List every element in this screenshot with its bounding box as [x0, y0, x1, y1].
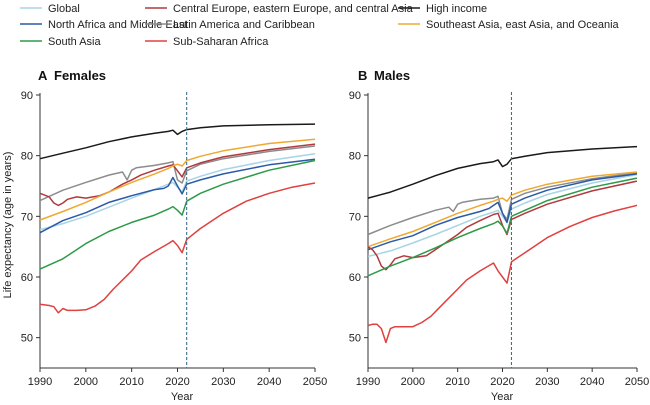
y-tick-label: 70	[21, 211, 33, 223]
x-tick-label: 2040	[257, 376, 281, 388]
x-tick-label: 2040	[580, 376, 604, 388]
x-tick-label: 2010	[119, 376, 143, 388]
x-tick-label: 2020	[490, 376, 514, 388]
panel-males: B Males 50 60 70 80 90 1990 2000 2010 2020 2030 2040…	[349, 68, 649, 388]
series-line-north-africa-and-middle-east	[39, 158, 316, 234]
series-line-south-asia	[39, 159, 316, 270]
panel-letter: A	[38, 68, 48, 83]
y-tick-label: 80	[349, 151, 361, 163]
legend-label: South Asia	[48, 36, 101, 48]
legend-item-south-asia: South Asia	[20, 36, 101, 48]
x-tick-label: 1990	[28, 376, 52, 388]
legend: Global Central Europe, eastern Europe, an…	[20, 3, 620, 48]
legend-item-high-income: High income	[398, 3, 487, 15]
y-axis-label: Life expectancy (age in years)	[2, 152, 14, 299]
x-tick-label: 2010	[445, 376, 469, 388]
legend-item-latin-america-and-caribbean: Latin America and Caribbean	[145, 19, 315, 31]
series-line-high-income	[367, 145, 638, 199]
series-line-southeast-asia-east-asia-and-oceania	[39, 138, 316, 221]
legend-item-sub-saharan-africa: Sub-Saharan Africa	[145, 36, 269, 48]
series-line-global	[39, 153, 316, 231]
panel-title: Females	[54, 68, 106, 83]
y-tick-label: 50	[21, 333, 33, 345]
legend-item-north-africa-and-middle-east: North Africa and Middle East	[20, 19, 187, 31]
series-line-southeast-asia-east-asia-and-oceania	[367, 171, 638, 248]
y-tick-label: 70	[349, 211, 361, 223]
x-tick-label: 2000	[401, 376, 425, 388]
y-tick-label: 50	[349, 333, 361, 345]
y-tick-label: 90	[21, 90, 33, 102]
series-line-high-income	[39, 123, 316, 160]
x-tick-label: 2000	[74, 376, 98, 388]
series-line-south-asia	[367, 177, 638, 277]
legend-label: Sub-Saharan Africa	[173, 36, 269, 48]
x-axis-label-females: Year	[171, 391, 194, 403]
x-tick-label: 2030	[211, 376, 235, 388]
legend-label: North Africa and Middle East	[48, 19, 187, 31]
panel-title: Males	[374, 68, 410, 83]
series-line-latin-america-and-caribbean	[39, 145, 316, 202]
panel-letter: B	[358, 68, 367, 83]
legend-label: Southeast Asia, east Asia, and Oceania	[426, 19, 620, 31]
legend-label: Central Europe, eastern Europe, and cent…	[173, 3, 414, 15]
y-tick-label: 60	[349, 272, 361, 284]
y-tick-label: 90	[349, 90, 361, 102]
x-tick-label: 1990	[356, 376, 380, 388]
series-line-sub-saharan-africa	[39, 182, 316, 314]
legend-item-global: Global	[20, 3, 80, 15]
x-tick-label: 2030	[535, 376, 559, 388]
legend-item-central-europe-eastern-europe-and-central-asia: Central Europe, eastern Europe, and cent…	[145, 3, 414, 15]
legend-item-southeast-asia-east-asia-and-oceania: Southeast Asia, east Asia, and Oceania	[398, 19, 620, 31]
legend-label: Latin America and Caribbean	[173, 19, 315, 31]
x-tick-label: 2050	[625, 376, 649, 388]
series-line-latin-america-and-caribbean	[367, 171, 638, 236]
legend-label: High income	[426, 3, 487, 15]
legend-label: Global	[48, 3, 80, 15]
x-tick-label: 2050	[303, 376, 327, 388]
series-line-central-europe-eastern-europe-and-central-asia	[39, 143, 316, 207]
series-line-sub-saharan-africa	[367, 204, 638, 344]
x-tick-label: 2020	[165, 376, 189, 388]
series-line-north-africa-and-middle-east	[367, 173, 638, 251]
y-tick-label: 60	[21, 272, 33, 284]
x-axis-label-males: Year	[491, 391, 514, 403]
series-line-global	[367, 173, 638, 258]
y-tick-label: 80	[21, 151, 33, 163]
panel-females: A Females 50 60 70 80 90 1990 2000 2010 2020 2030 20…	[21, 68, 327, 388]
